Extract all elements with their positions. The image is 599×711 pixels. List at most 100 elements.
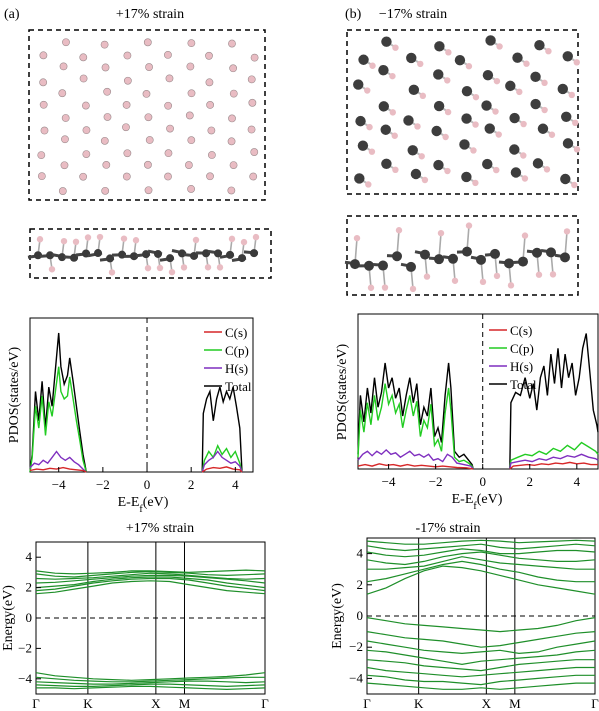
molecule-a-top bbox=[37, 38, 259, 195]
carbon-atom bbox=[364, 260, 374, 271]
x-tick-label: −4 bbox=[52, 477, 66, 492]
carbon-atom bbox=[431, 125, 442, 137]
hydrogen-atom bbox=[228, 39, 236, 48]
pdos-b-plot-area bbox=[357, 314, 599, 470]
k-point-label: K bbox=[83, 696, 93, 711]
band-b-title: -17% strain bbox=[416, 521, 481, 536]
carbon-atom bbox=[434, 254, 444, 265]
hydrogen-atom bbox=[391, 132, 398, 139]
pdos-a-plot-area bbox=[29, 318, 243, 473]
hydrogen-atom bbox=[144, 186, 153, 195]
y-tick-label: −2 bbox=[349, 639, 363, 654]
hydrogen-atom bbox=[164, 149, 173, 158]
hydrogen-atom bbox=[184, 161, 193, 169]
y-tick-label: −4 bbox=[349, 670, 363, 685]
hydrogen-atom bbox=[573, 59, 580, 66]
carbon-atom bbox=[238, 254, 246, 263]
hydrogen-atom bbox=[205, 78, 214, 87]
legend-b-label-cp: C(p) bbox=[510, 341, 534, 356]
hydrogen-atom bbox=[250, 148, 259, 156]
hydrogen-atom bbox=[164, 172, 172, 181]
hydrogen-atom bbox=[366, 123, 373, 131]
hydrogen-atom bbox=[185, 111, 194, 120]
hydrogen-atom bbox=[82, 126, 91, 135]
carbon-atom bbox=[94, 249, 102, 258]
hydrogen-atom bbox=[392, 44, 399, 51]
band-line bbox=[366, 539, 596, 545]
carbon-atom bbox=[482, 69, 494, 81]
hydrogen-atom bbox=[472, 179, 479, 187]
carbon-atom bbox=[433, 69, 444, 80]
carbon-atom bbox=[34, 251, 42, 260]
hydrogen-atom bbox=[164, 101, 173, 110]
hydrogen-atom bbox=[365, 181, 372, 188]
hydrogen-atom bbox=[187, 136, 196, 145]
hydrogen-atom bbox=[37, 172, 46, 181]
pdos-series-total bbox=[29, 332, 87, 473]
band-line bbox=[35, 676, 265, 683]
hydrogen-atom bbox=[227, 137, 236, 146]
y-tick-label: −4 bbox=[18, 671, 32, 686]
molecule-b-side bbox=[344, 222, 571, 293]
band-line bbox=[366, 631, 596, 648]
unit-cell-a-top bbox=[28, 29, 266, 201]
hydrogen-atom bbox=[444, 77, 451, 84]
band-line bbox=[35, 580, 266, 595]
pdos-b-frame bbox=[357, 313, 599, 470]
panel-b-strain-label: −17% strain bbox=[379, 7, 447, 22]
carbon-atom bbox=[403, 115, 414, 126]
hydrogen-atom bbox=[381, 284, 389, 291]
pdos-series-hs bbox=[29, 450, 87, 473]
carbon-atom bbox=[106, 254, 114, 263]
carbon-atom bbox=[410, 168, 422, 180]
legend-a-label-cs: C(s) bbox=[225, 325, 247, 340]
pdos-chart-a: −4 −2 0 2 4 PDOS(states/eV) E-Ef(eV) C(s) C(… bbox=[7, 317, 254, 515]
carbon-atom bbox=[560, 173, 571, 185]
pdos-series-cp bbox=[509, 441, 599, 470]
carbon-atom bbox=[485, 35, 496, 46]
carbon-atom bbox=[70, 253, 78, 262]
hydrogen-atom bbox=[247, 125, 256, 134]
carbon-atom bbox=[381, 158, 392, 170]
hydrogen-atom bbox=[479, 278, 487, 286]
hydrogen-atom bbox=[389, 72, 396, 80]
hydrogen-atom bbox=[389, 109, 397, 116]
carbon-atom bbox=[484, 123, 495, 134]
hydrogen-atom bbox=[207, 126, 216, 135]
band-a-frame bbox=[35, 541, 266, 695]
hydrogen-atom bbox=[180, 264, 188, 271]
y-tick-label: 2 bbox=[26, 580, 33, 595]
carbon-atom bbox=[454, 55, 466, 66]
hydrogen-atom bbox=[142, 89, 151, 98]
hydrogen-atom bbox=[58, 89, 67, 98]
k-point-label: K bbox=[414, 696, 424, 711]
panel-a-letter: (a) bbox=[4, 7, 20, 22]
panel-a-strain-label: +17% strain bbox=[116, 7, 184, 22]
hydrogen-atom bbox=[108, 269, 116, 276]
hydrogen-atom bbox=[572, 119, 579, 127]
x-tick-label: 0 bbox=[144, 477, 151, 492]
carbon-atom bbox=[154, 249, 162, 258]
hydrogen-atom bbox=[96, 233, 104, 241]
hydrogen-atom bbox=[164, 50, 172, 59]
pdos-series-hs bbox=[357, 448, 474, 470]
hydrogen-atom bbox=[101, 63, 110, 72]
carbon-atom bbox=[560, 252, 570, 263]
band-line bbox=[366, 543, 596, 552]
k-point-label: Γ bbox=[261, 696, 269, 711]
hydrogen-atom bbox=[465, 222, 473, 229]
hydrogen-atom bbox=[58, 187, 67, 195]
carbon-atom bbox=[461, 85, 473, 97]
carbon-atom bbox=[476, 254, 486, 265]
hydrogen-atom bbox=[442, 133, 449, 141]
hydrogen-atom bbox=[102, 161, 111, 169]
hydrogen-atom bbox=[419, 92, 427, 100]
hydrogen-atom bbox=[216, 264, 224, 271]
band-line bbox=[35, 569, 266, 575]
hydrogen-atom bbox=[72, 238, 80, 246]
carbon-atom bbox=[448, 253, 458, 264]
band-line bbox=[366, 617, 596, 633]
carbon-atom bbox=[504, 258, 514, 269]
hydrogen-atom bbox=[367, 284, 375, 291]
